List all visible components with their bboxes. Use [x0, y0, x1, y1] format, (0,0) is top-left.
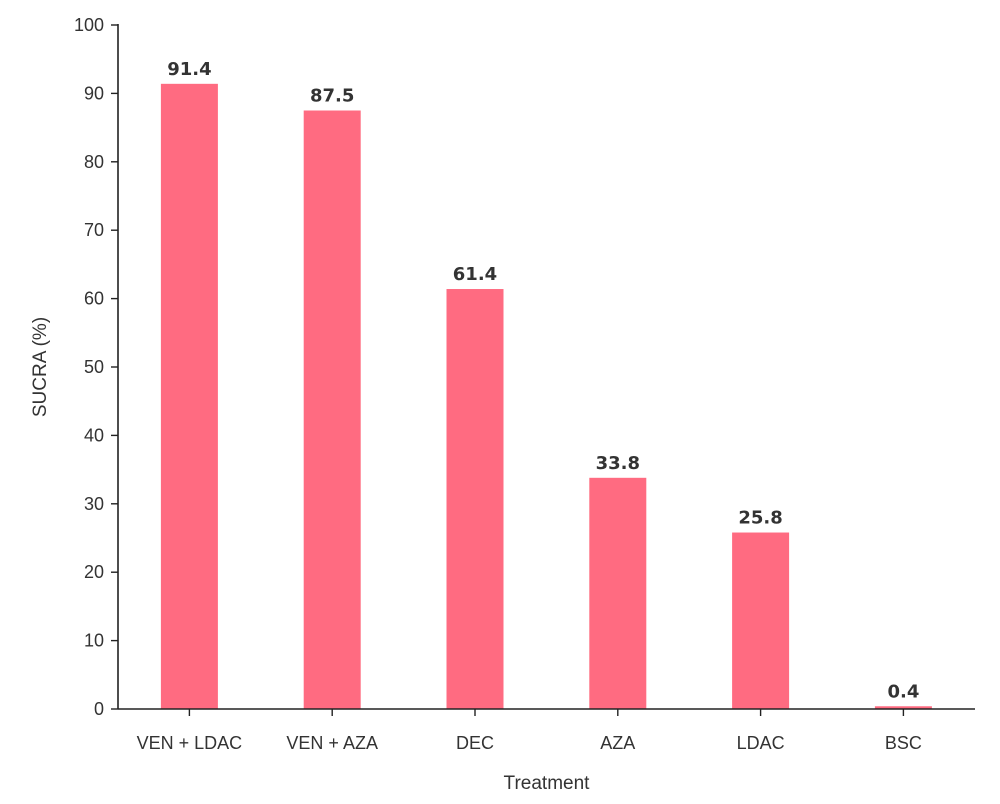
- y-tick-label: 60: [84, 289, 104, 309]
- data-label: 0.4: [887, 681, 919, 702]
- x-axis-ticks: VEN + LDAC VEN + AZA DEC AZA LDAC BSC: [137, 709, 922, 753]
- y-tick-label: 40: [84, 425, 104, 445]
- x-tick-label: VEN + AZA: [286, 733, 378, 753]
- y-tick-label: 0: [94, 699, 104, 719]
- x-tick-label: AZA: [600, 733, 635, 753]
- data-label: 61.4: [453, 264, 497, 285]
- y-tick-label: 10: [84, 631, 104, 651]
- y-axis-ticks: 0 10 20 30 40 50 60 70 80 90 100: [74, 15, 118, 719]
- x-tick-label: VEN + LDAC: [137, 733, 243, 753]
- bar-bsc: [874, 706, 932, 709]
- y-tick-label: 100: [74, 15, 104, 35]
- data-label: 87.5: [310, 86, 354, 107]
- y-tick-label: 20: [84, 562, 104, 582]
- y-tick-label: 80: [84, 152, 104, 172]
- bar-aza: [589, 477, 647, 709]
- data-label: 91.4: [167, 59, 211, 80]
- bar-ven-aza: [303, 110, 361, 709]
- bar-ven-ldac: [160, 83, 218, 710]
- data-label: 25.8: [738, 508, 782, 529]
- y-tick-label: 50: [84, 357, 104, 377]
- x-tick-label: LDAC: [737, 733, 785, 753]
- y-tick-label: 30: [84, 494, 104, 514]
- bar-ldac: [732, 532, 790, 709]
- x-tick-label: BSC: [885, 733, 922, 753]
- y-tick-label: 90: [84, 83, 104, 103]
- x-tick-label: DEC: [456, 733, 494, 753]
- y-axis-title: SUCRA (%): [30, 317, 51, 417]
- bars: [160, 83, 932, 710]
- bar-dec: [446, 289, 504, 709]
- data-label: 33.8: [596, 453, 640, 474]
- y-tick-label: 70: [84, 220, 104, 240]
- x-axis-title: Treatment: [504, 773, 591, 794]
- data-labels: 91.4 87.5 61.4 33.8 25.8 0.4: [167, 59, 919, 702]
